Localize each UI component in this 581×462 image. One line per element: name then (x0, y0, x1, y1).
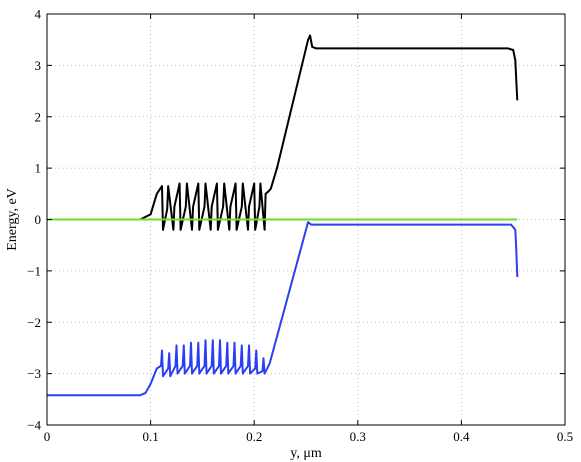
y-tick-label: 0 (35, 212, 42, 227)
series-line-2 (47, 221, 519, 397)
series-layer (47, 34, 519, 397)
y-tick-label: 1 (35, 161, 42, 176)
ticks-layer: 0 0.1 0.2 0.3 0.4 0.5 −4 −3 −2 −1 0 1 2 3 4 (27, 7, 573, 445)
y-tick-label: −2 (27, 315, 41, 330)
x-tick-label: 0.1 (142, 429, 158, 444)
y-tick-label: −3 (27, 366, 41, 381)
y-tick-label: 4 (35, 7, 42, 22)
x-tick-label: 0.2 (246, 429, 262, 444)
y-tick-label: −1 (27, 263, 41, 278)
x-tick-label: 0.4 (453, 429, 470, 444)
series-line-1 (139, 34, 519, 231)
y-tick-label: 2 (35, 109, 42, 124)
x-tick-label: 0 (44, 429, 51, 444)
x-axis-label: y, μm (290, 446, 322, 461)
y-tick-label: 3 (35, 58, 42, 73)
y-tick-label: −4 (27, 418, 41, 433)
x-tick-label: 0.5 (557, 429, 573, 444)
grid-layer (47, 14, 565, 425)
y-axis-label: Energy, eV (5, 188, 20, 251)
x-tick-label: 0.3 (350, 429, 366, 444)
